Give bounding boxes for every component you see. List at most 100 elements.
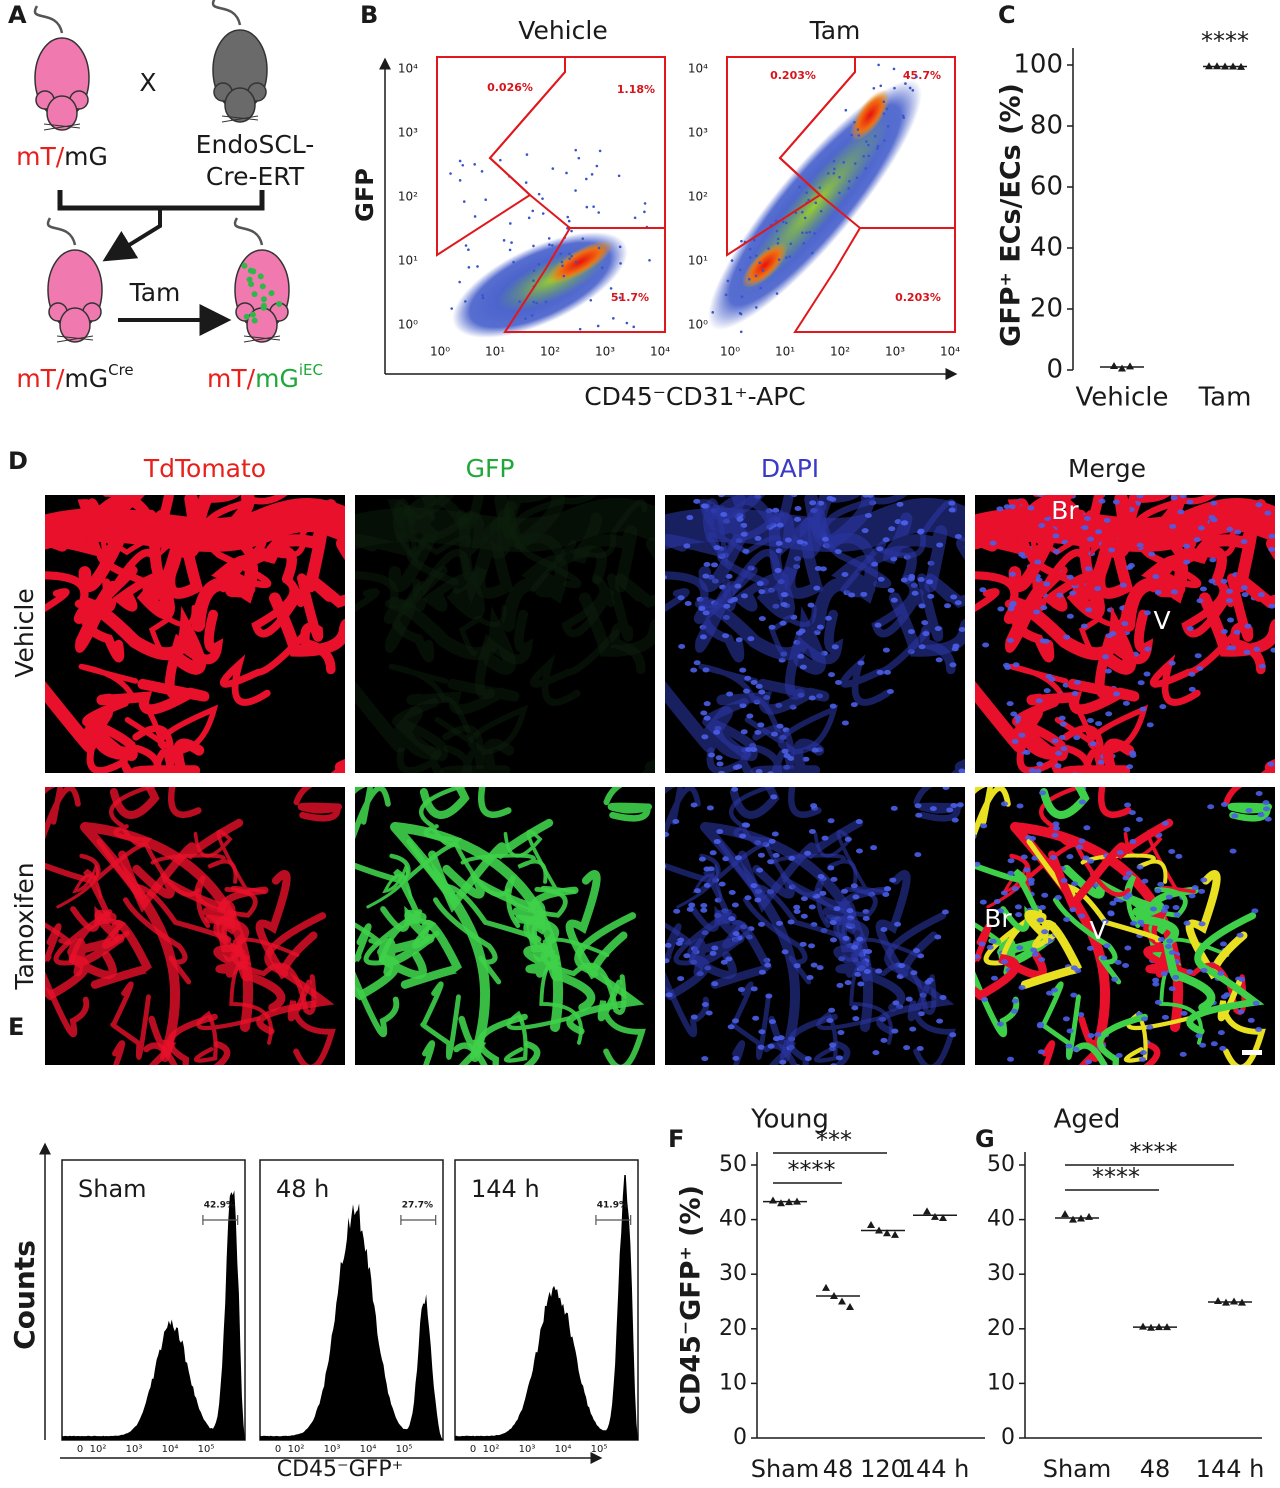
nucleus <box>666 992 673 997</box>
image-annotation: V <box>1089 916 1106 945</box>
nucleus <box>892 1000 899 1005</box>
event <box>838 192 841 195</box>
nucleus <box>777 523 784 528</box>
mouse-tail <box>213 0 240 25</box>
nucleus <box>981 997 988 1002</box>
nucleus <box>1209 557 1216 562</box>
nucleus <box>891 598 898 603</box>
nucleus <box>711 981 718 986</box>
nucleus <box>874 623 881 628</box>
nucleus <box>1199 921 1206 926</box>
event <box>838 176 841 179</box>
nucleus <box>1275 771 1280 776</box>
event <box>857 134 860 137</box>
y-axis-label: GFP⁺ ECs/ECs (%) <box>996 83 1027 347</box>
event <box>818 186 821 189</box>
event <box>596 165 599 168</box>
nucleus <box>1186 500 1193 505</box>
event <box>518 300 521 303</box>
nucleus <box>1174 912 1181 917</box>
nucleus <box>1029 836 1036 841</box>
nucleus <box>1017 803 1024 808</box>
x-tick-label: 0 <box>275 1444 281 1455</box>
nucleus <box>1124 803 1131 808</box>
nucleus <box>919 604 926 609</box>
event <box>574 189 577 192</box>
nucleus <box>1007 701 1014 706</box>
nucleus <box>1218 1030 1225 1035</box>
image-annotation: V <box>1153 606 1170 635</box>
event <box>753 239 756 242</box>
nucleus <box>1067 1028 1074 1033</box>
nucleus <box>758 853 765 858</box>
nucleus <box>949 662 956 667</box>
nucleus <box>1121 621 1128 626</box>
plot-title: 48 h <box>276 1175 329 1203</box>
nucleus <box>1136 817 1143 822</box>
nucleus <box>691 1100 698 1105</box>
nucleus <box>1005 777 1012 782</box>
event <box>597 325 600 328</box>
nucleus <box>804 851 811 856</box>
nucleus <box>1194 537 1201 542</box>
nucleus <box>741 532 748 537</box>
x-tick-label: 10⁰ <box>720 345 740 359</box>
nucleus <box>1237 775 1244 780</box>
nucleus <box>1165 944 1172 949</box>
nucleus <box>987 945 994 950</box>
nucleus <box>1227 618 1234 623</box>
nucleus <box>709 951 716 956</box>
nucleus <box>1162 1015 1169 1020</box>
nucleus <box>794 909 801 914</box>
event <box>777 242 780 245</box>
nucleus <box>973 1102 980 1107</box>
y-tick-label: 10 <box>719 1370 747 1395</box>
event <box>525 181 528 184</box>
nucleus <box>1248 1018 1255 1023</box>
histogram <box>260 1204 443 1441</box>
nucleus <box>1033 609 1040 614</box>
nucleus <box>1084 516 1091 521</box>
nucleus <box>1200 587 1207 592</box>
nucleus <box>1076 845 1083 850</box>
nucleus <box>807 975 814 980</box>
event <box>512 261 515 264</box>
event <box>610 287 613 290</box>
data-point <box>769 1196 777 1203</box>
nucleus <box>1226 589 1233 594</box>
nucleus <box>841 889 848 894</box>
event <box>778 258 781 261</box>
nucleus <box>1036 698 1043 703</box>
nucleus <box>851 702 858 707</box>
event <box>902 116 905 119</box>
nucleus <box>1150 906 1157 911</box>
data-point <box>838 1298 846 1305</box>
nucleus <box>887 689 894 694</box>
nucleus <box>1094 586 1101 591</box>
nucleus <box>1129 810 1136 815</box>
nucleus <box>897 502 904 507</box>
event <box>568 220 571 223</box>
nucleus <box>918 577 925 582</box>
nucleus <box>770 794 777 799</box>
nucleus <box>1019 985 1026 990</box>
nucleus <box>914 852 921 857</box>
event <box>789 242 792 245</box>
nucleus <box>797 539 804 544</box>
nucleus <box>751 986 758 991</box>
nucleus <box>758 922 765 927</box>
nucleus <box>682 775 689 780</box>
event <box>886 107 889 110</box>
nucleus <box>848 468 855 473</box>
y-tick-label: 80 <box>1030 111 1063 141</box>
nucleus <box>700 908 707 913</box>
gate-percent: 0.026% <box>487 81 533 94</box>
nucleus <box>739 834 746 839</box>
nucleus <box>1251 908 1258 913</box>
arrow <box>108 208 160 258</box>
data-point <box>1213 62 1221 69</box>
nucleus <box>1035 769 1042 774</box>
event <box>762 269 765 272</box>
nucleus <box>817 625 824 630</box>
nucleus <box>810 803 817 808</box>
